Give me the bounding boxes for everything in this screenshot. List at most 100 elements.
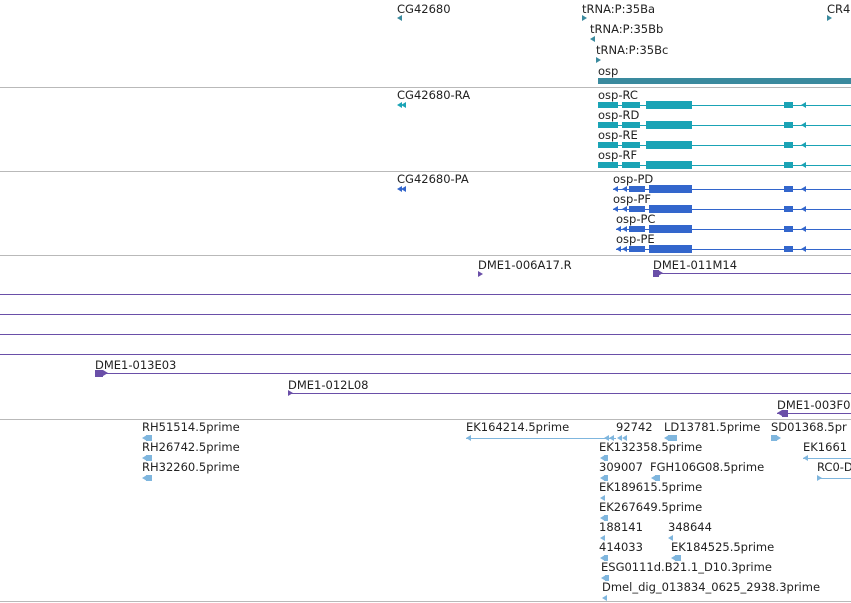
gene-trna-35ba-arrow-icon[interactable] bbox=[582, 15, 587, 21]
transcript-label-cg42680-ra[interactable]: CG42680-RA bbox=[397, 88, 471, 102]
est-label-dmel-dig-013834[interactable]: Dmel_dig_013834_0625_2938.3prime bbox=[602, 580, 821, 594]
est-label-ek164214[interactable]: EK164214.5prime bbox=[466, 420, 570, 434]
est-sd01368-arrow-icon[interactable] bbox=[776, 435, 781, 441]
est-92742-arrow-icon[interactable] bbox=[617, 435, 622, 441]
gene-label-cr4[interactable]: CR4 bbox=[827, 2, 851, 16]
est-esg0111d-arrow-icon[interactable] bbox=[601, 575, 606, 581]
est-label-348644[interactable]: 348644 bbox=[668, 520, 712, 534]
transcript-label-osp-rf[interactable]: osp-RF bbox=[598, 148, 638, 162]
protein-label-osp-pf[interactable]: osp-PF bbox=[613, 192, 652, 206]
est-rc0-d-feature[interactable] bbox=[817, 475, 851, 481]
gene-track: CG42680 tRNA:P:35Ba tRNA:P:35Bb tRNA:P:3… bbox=[0, 0, 851, 87]
clone-dme1-003f0-feature[interactable] bbox=[777, 410, 851, 418]
protein-label-osp-pc[interactable]: osp-PC bbox=[616, 212, 656, 226]
est-label-rh32260[interactable]: RH32260.5prime bbox=[142, 460, 240, 474]
gene-label-cg42680[interactable]: CG42680 bbox=[397, 2, 451, 16]
clone-label-dme1-013e03[interactable]: DME1-013E03 bbox=[95, 358, 177, 372]
track-divider bbox=[0, 601, 851, 602]
est-rh26742-arrow-icon[interactable] bbox=[142, 455, 147, 461]
est-label-rh51514[interactable]: RH51514.5prime bbox=[142, 420, 240, 434]
transcript-osp-rf-feature[interactable] bbox=[598, 161, 851, 169]
protein-osp-pd-feature[interactable] bbox=[613, 185, 851, 193]
transcript-label-osp-rc[interactable]: osp-RC bbox=[598, 88, 638, 102]
est-label-fgh106g08[interactable]: FGH106G08.5prime bbox=[650, 460, 765, 474]
est-label-ek189615[interactable]: EK189615.5prime bbox=[599, 480, 703, 494]
est-sd01368-feature[interactable] bbox=[771, 435, 777, 441]
transcript-track: CG42680-RA osp-RC osp-RD osp-RE bbox=[0, 88, 851, 171]
est-label-ld13781[interactable]: LD13781.5prime bbox=[664, 420, 761, 434]
est-label-188141[interactable]: 188141 bbox=[599, 520, 643, 534]
est-label-414033[interactable]: 414033 bbox=[599, 540, 643, 554]
est-label-ek184525[interactable]: EK184525.5prime bbox=[671, 540, 775, 554]
gene-trna-35bc-arrow-icon[interactable] bbox=[596, 57, 601, 63]
protein-osp-pf-feature[interactable] bbox=[613, 205, 851, 213]
clone-dme1-013e03-feature[interactable] bbox=[95, 370, 851, 378]
gene-label-osp[interactable]: osp bbox=[598, 64, 619, 78]
protein-label-osp-pd[interactable]: osp-PD bbox=[613, 172, 654, 186]
transcript-label-osp-re[interactable]: osp-RE bbox=[598, 128, 638, 142]
est-dmel-dig-013834-arrow-icon[interactable] bbox=[602, 595, 607, 601]
clone-spanning-line[interactable] bbox=[0, 294, 851, 295]
est-ek1661-feature[interactable] bbox=[803, 455, 851, 461]
clone-dme1-011m14-feature[interactable] bbox=[653, 270, 851, 278]
track-divider bbox=[0, 87, 851, 88]
est-label-sd01368[interactable]: SD01368.5pr bbox=[771, 420, 847, 434]
clone-label-dme1-011m14[interactable]: DME1-011M14 bbox=[653, 258, 738, 272]
est-ek189615-arrow-icon[interactable] bbox=[600, 495, 605, 501]
clone-label-dme1-006a17r[interactable]: DME1-006A17.R bbox=[478, 258, 572, 272]
clone-spanning-line[interactable] bbox=[0, 314, 851, 315]
est-label-309007[interactable]: 309007 bbox=[599, 460, 643, 474]
est-188141-arrow-icon[interactable] bbox=[600, 535, 605, 541]
track-divider bbox=[0, 255, 851, 256]
gene-cr4-arrow-icon[interactable] bbox=[827, 15, 832, 21]
transcript-osp-re-feature[interactable] bbox=[598, 141, 851, 149]
est-rh51514-arrow-icon[interactable] bbox=[142, 435, 147, 441]
protein-label-cg42680-pa[interactable]: CG42680-PA bbox=[397, 172, 469, 186]
clone-spanning-line[interactable] bbox=[0, 334, 851, 335]
clone-track: DME1-006A17.R DME1-011M14 DME1-013E03 DM… bbox=[0, 256, 851, 419]
est-92742-arrow-icon[interactable] bbox=[622, 435, 627, 441]
track-divider bbox=[0, 171, 851, 172]
clone-spanning-line[interactable] bbox=[0, 354, 851, 355]
est-label-ek132358[interactable]: EK132358.5prime bbox=[599, 440, 703, 454]
est-label-rc0-d[interactable]: RC0-D bbox=[817, 460, 851, 474]
protein-track: CG42680-PA osp-PD osp-PF osp-PC bbox=[0, 172, 851, 255]
gene-label-trna-35bb[interactable]: tRNA:P:35Bb bbox=[590, 22, 664, 36]
est-ek164214-feature[interactable] bbox=[466, 435, 616, 441]
protein-osp-pe-feature[interactable] bbox=[616, 245, 851, 253]
gene-cg42680-arrow-icon[interactable] bbox=[397, 15, 402, 21]
est-label-esg0111d[interactable]: ESG0111d.B21.1_D10.3prime bbox=[601, 560, 772, 574]
est-ek184525-arrow-icon[interactable] bbox=[671, 555, 676, 561]
protein-cg42680-pa-arrow-icon[interactable] bbox=[397, 186, 402, 192]
gene-label-trna-35ba[interactable]: tRNA:P:35Ba bbox=[582, 2, 656, 16]
est-ek267649-arrow-icon[interactable] bbox=[600, 515, 605, 521]
est-fgh106g08-arrow-icon[interactable] bbox=[651, 475, 656, 481]
clone-label-dme1-003f0[interactable]: DME1-003F0 bbox=[777, 398, 851, 412]
est-ld13781-arrow-icon[interactable] bbox=[664, 435, 669, 441]
est-ek132358-arrow-icon[interactable] bbox=[600, 455, 605, 461]
gene-label-trna-35bc[interactable]: tRNA:P:35Bc bbox=[596, 43, 669, 57]
transcript-cg42680-ra-arrow-icon[interactable] bbox=[401, 102, 406, 108]
est-348644-arrow-icon[interactable] bbox=[668, 535, 673, 541]
est-rh32260-arrow-icon[interactable] bbox=[142, 475, 147, 481]
gene-osp-feature[interactable] bbox=[598, 78, 851, 84]
est-label-ek267649[interactable]: EK267649.5prime bbox=[599, 500, 703, 514]
protein-label-osp-pe[interactable]: osp-PE bbox=[616, 232, 655, 246]
est-309007-arrow-icon[interactable] bbox=[600, 475, 605, 481]
clone-dme1-006a17r-arrow-icon[interactable] bbox=[478, 271, 483, 277]
clone-dme1-012l08-feature[interactable] bbox=[288, 390, 851, 398]
clone-label-dme1-012l08[interactable]: DME1-012L08 bbox=[288, 378, 369, 392]
transcript-osp-rd-feature[interactable] bbox=[598, 121, 851, 129]
est-track: RH51514.5prime RH26742.5prime RH32260.5p… bbox=[0, 420, 851, 603]
transcript-cg42680-ra-arrow-icon[interactable] bbox=[397, 102, 402, 108]
est-label-rh26742[interactable]: RH26742.5prime bbox=[142, 440, 240, 454]
est-label-ek1661[interactable]: EK1661 bbox=[803, 440, 848, 454]
gene-trna-35bb-arrow-icon[interactable] bbox=[590, 36, 595, 42]
protein-cg42680-pa-arrow-icon[interactable] bbox=[401, 186, 406, 192]
est-label-92742[interactable]: 92742 bbox=[616, 420, 653, 434]
protein-osp-pc-feature[interactable] bbox=[616, 225, 851, 233]
est-414033-arrow-icon[interactable] bbox=[600, 555, 605, 561]
transcript-osp-rc-feature[interactable] bbox=[598, 101, 851, 109]
transcript-label-osp-rd[interactable]: osp-RD bbox=[598, 108, 640, 122]
